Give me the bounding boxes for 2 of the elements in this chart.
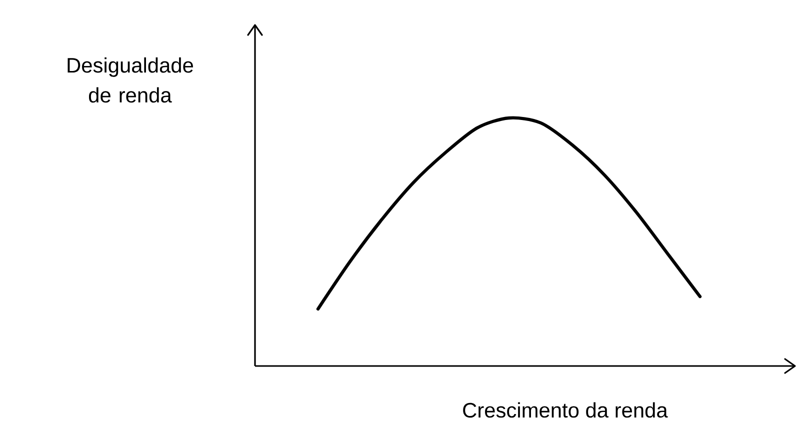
x-axis-title: Crescimento da renda (463, 402, 668, 418)
text: Desigualdade de renda (68, 57, 194, 103)
